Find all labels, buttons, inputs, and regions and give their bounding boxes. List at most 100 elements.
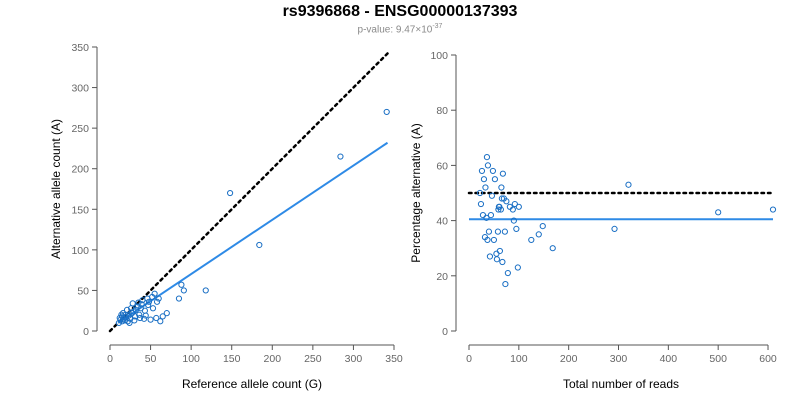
right-y-axis-label: Percentage alternative (A) [409, 123, 423, 262]
right-x-tick-label: 300 [610, 353, 628, 365]
left-y-tick-label: 300 [71, 83, 89, 95]
left-data-point [128, 310, 136, 317]
left-data-point [337, 153, 344, 160]
right-x-tick-label: 100 [510, 353, 528, 365]
left-data-point [155, 295, 162, 302]
left-data-point [138, 301, 145, 308]
left-data-point [153, 298, 161, 305]
right-data-point [494, 228, 502, 235]
right-data-point [482, 184, 489, 191]
left-data-point [123, 306, 131, 314]
left-data-point [136, 311, 143, 318]
right-data-point [498, 184, 505, 191]
right-y-tick-label: 0 [442, 326, 448, 338]
right-data-point [504, 269, 511, 277]
right-data-point [513, 225, 520, 232]
left-data-point [149, 305, 157, 312]
left-data-point [202, 287, 209, 294]
right-data-point [510, 217, 517, 224]
left-y-tick-label: 50 [77, 285, 89, 297]
right-y-tick-label: 80 [436, 105, 448, 117]
left-x-tick-label: 200 [264, 353, 282, 365]
right-x-tick-label: 0 [466, 353, 472, 365]
left-data-point [157, 318, 164, 325]
left-x-tick-label: 150 [223, 353, 241, 365]
left-y-tick-label: 100 [71, 245, 89, 257]
right-data-point [476, 189, 484, 197]
left-data-point [151, 290, 158, 297]
left-data-point [121, 317, 128, 324]
right-data-point [485, 228, 493, 235]
p-value-base: 10 [421, 24, 433, 36]
right-data-point [496, 247, 503, 255]
right-x-axis-label: Total number of reads [563, 377, 679, 391]
right-y-tick-label: 40 [436, 216, 448, 228]
right-data-point [501, 228, 508, 235]
right-data-point [478, 167, 486, 175]
right-data-point [498, 195, 505, 202]
left-x-tick-label: 0 [107, 353, 113, 365]
right-x-tick-label: 600 [759, 353, 777, 365]
left-data-point [131, 317, 138, 324]
right-data-point [490, 236, 498, 244]
left-x-axis-label: Reference allele count (G) [182, 377, 322, 391]
left-x-tick-label: 100 [182, 353, 200, 365]
right-data-point [493, 250, 500, 257]
right-data-point [488, 192, 496, 199]
left-y-tick-label: 0 [83, 326, 89, 338]
left-data-point [175, 295, 183, 302]
right-data-point [535, 231, 542, 238]
left-data-point [136, 314, 144, 322]
right-data-point [495, 206, 502, 213]
right-data-point [539, 223, 546, 230]
left-data-point [127, 315, 134, 322]
left-data-point [126, 319, 133, 326]
right-data-point [493, 256, 501, 263]
left-y-tick-label: 350 [71, 42, 89, 54]
right-data-point [502, 280, 509, 288]
left-y-tick-label: 250 [71, 123, 89, 135]
right-data-point [486, 253, 494, 260]
left-data-point [153, 314, 160, 322]
left-x-tick-label: 300 [345, 353, 363, 365]
right-y-tick-label: 60 [436, 160, 448, 172]
p-value-text: p-value: 9.47 [357, 24, 416, 36]
right-data-point [479, 211, 487, 219]
right-data-point [503, 198, 510, 205]
right-data-point [487, 211, 495, 219]
right-data-point [491, 176, 499, 183]
left-data-point [226, 189, 234, 197]
right-data-point [549, 245, 556, 252]
left-data-point [147, 316, 154, 323]
p-value-label: p-value: 9.47×10-37 [0, 23, 800, 35]
right-data-point [483, 154, 491, 161]
right-data-point [514, 264, 521, 271]
left-data-point [159, 313, 166, 320]
right-data-point [480, 176, 488, 183]
right-data-point [509, 206, 516, 213]
right-data-point [515, 203, 522, 210]
left-data-point [140, 315, 148, 322]
right-data-point [477, 200, 485, 208]
right-y-tick-label: 20 [436, 271, 448, 283]
left-data-point [142, 312, 149, 319]
left-data-point [141, 307, 148, 314]
left-x-tick-label: 50 [145, 353, 157, 365]
right-data-point [769, 206, 777, 213]
p-value-exponent: -37 [432, 23, 443, 30]
right-data-point [528, 236, 535, 244]
left-data-point [178, 281, 185, 288]
left-data-point [383, 108, 390, 116]
left-reference-line [108, 52, 389, 333]
left-data-point [145, 301, 152, 309]
left-data-point [180, 287, 187, 294]
right-data-point [484, 162, 492, 169]
left-fit-line [117, 141, 389, 324]
left-x-tick-label: 250 [304, 353, 322, 365]
right-data-point [611, 225, 618, 232]
right-data-point [625, 181, 632, 188]
right-data-point [499, 170, 506, 177]
right-data-point [499, 258, 506, 266]
right-data-point [484, 236, 491, 244]
